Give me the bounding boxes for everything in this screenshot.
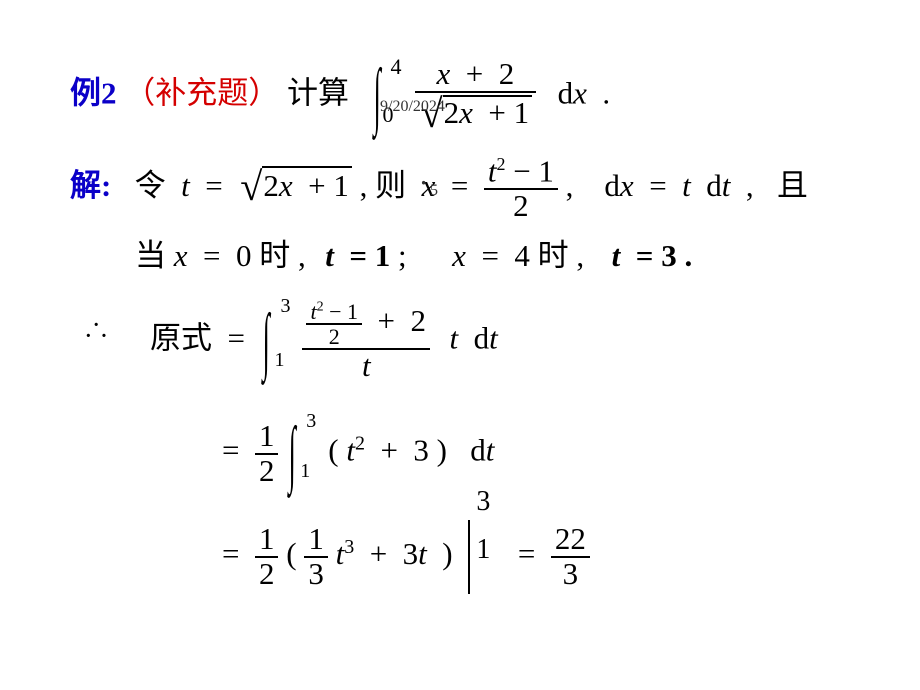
one-third: 1 3 xyxy=(304,523,328,590)
supplement-label: （补充题） xyxy=(124,76,279,111)
example-label: 例2 xyxy=(70,76,117,111)
dx-x: x xyxy=(573,76,587,111)
overlay-pagenum: 5 xyxy=(430,182,438,200)
int1-upper: 4 xyxy=(391,54,402,80)
compute-word: 计算 xyxy=(287,76,349,111)
one-half-2: 1 2 xyxy=(255,523,279,590)
let-word: 令 xyxy=(135,168,166,203)
integral-3: ∫ 3 1 xyxy=(286,436,299,472)
line1-period: . xyxy=(602,76,610,111)
eval-bar: 3 1 xyxy=(460,520,476,594)
answer-fraction: 22 3 xyxy=(551,523,590,590)
original-expr: 原式 xyxy=(150,320,212,355)
and-word: 且 xyxy=(777,168,808,203)
solution-line-1: 解: 令 t = √ 2x + 1 , 则 x = t2 − 1 2 , dx xyxy=(70,155,808,222)
overlay-dot: · xyxy=(420,170,427,196)
solution-label: 解: xyxy=(70,168,111,203)
dx-d: d xyxy=(558,76,574,111)
sqrt-sub: √ 2x + 1 xyxy=(238,163,352,210)
step-1: 原式 = ∫ 3 1 t2 − 1 2 + 2 xyxy=(150,300,498,383)
overlay-date: 9/20/2024 xyxy=(380,98,445,116)
one-half-1: 1 2 xyxy=(255,420,279,487)
integrand-fraction-1: x + 2 √ 2x + 1 xyxy=(415,58,537,135)
big-fraction: t2 − 1 2 + 2 t xyxy=(302,300,430,383)
therefore-symbol: · · · xyxy=(85,314,109,350)
x-of-t-fraction: t2 − 1 2 xyxy=(484,155,558,222)
integral-2: ∫ 3 1 xyxy=(260,323,273,359)
step-3: = 1 2 ( 1 3 t3 + 3t ) 3 1 = 22 3 xyxy=(222,520,590,594)
then-word: 则 xyxy=(375,168,406,203)
step-2: = 1 2 ∫ 3 1 ( t2 + 3 ) dt xyxy=(222,420,494,487)
limits-line: 当 x = 0 时 , t = 1 ; x = 4 时 , t = 3 . xyxy=(135,230,692,275)
inner-small-fraction: t2 − 1 2 xyxy=(306,300,362,348)
problem-line: 例2 （补充题） 计算 ∫ 4 0 x + 2 √ 2x + 1 xyxy=(70,58,610,135)
